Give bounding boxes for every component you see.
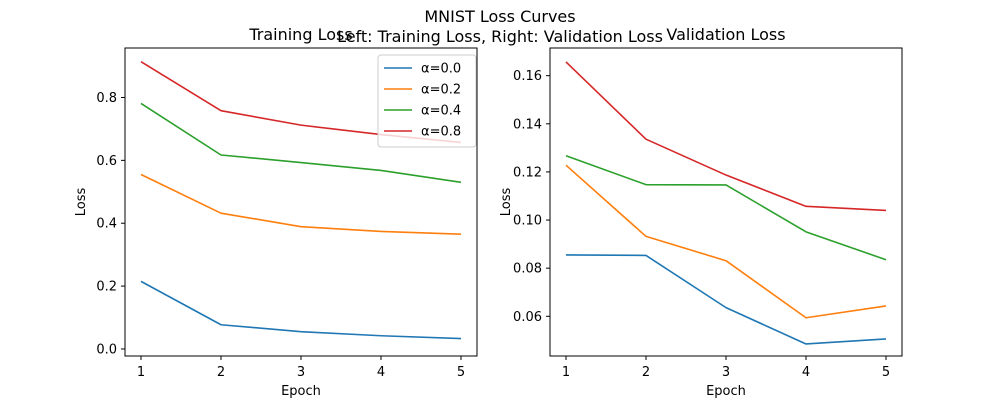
validation-x-tick-label: 2 [642, 365, 650, 380]
training-x-tick-label: 2 [217, 365, 225, 380]
training-loss-chart: 1 2 3 4 5 0.0 0.2 0.4 0.6 0.8 Epoch Loss Training Lo… [74, 25, 478, 399]
training-y-tick-label: 0.2 [96, 280, 117, 295]
validation-series-line-2 [565, 155, 887, 261]
validation-y-tick-label: 0.06 [513, 310, 542, 325]
validation-chart-title: Validation Loss [666, 25, 785, 44]
validation-series-line-0 [565, 254, 887, 345]
training-x-tick-label: 4 [377, 365, 385, 380]
training-x-tick-label: 1 [137, 365, 145, 380]
validation-plot-frame [549, 47, 903, 357]
validation-series-line-3 [565, 61, 887, 212]
training-legend: α=0.0 α=0.2 α=0.4 α=0.8 [377, 54, 477, 148]
validation-series-line-1 [565, 164, 887, 319]
validation-y-tick-label: 0.12 [513, 165, 542, 180]
validation-x-tick-label: 1 [562, 365, 570, 380]
training-chart-title: Training Loss [248, 25, 352, 44]
training-y-tick-label: 0.0 [96, 342, 117, 357]
validation-y-tick-label: 0.14 [513, 117, 542, 132]
training-y-tick-label: 0.8 [96, 91, 117, 106]
training-legend-label: α=0.8 [421, 125, 461, 140]
training-y-axis-label: Loss [74, 188, 89, 217]
validation-y-tick-label: 0.10 [513, 214, 542, 229]
training-legend-box [377, 54, 477, 148]
training-y-tick-label: 0.6 [96, 154, 117, 169]
training-x-tick-label: 5 [457, 365, 465, 380]
figure-suptitle-line2: Left: Training Loss, Right: Validation L… [337, 27, 663, 46]
validation-x-tick-label: 3 [722, 365, 730, 380]
validation-loss-chart: 1 2 3 4 5 0.06 0.08 0.10 0.12 0.14 0.16 Epoch Loss Va… [499, 25, 903, 399]
validation-y-axis-label: Loss [499, 188, 514, 217]
validation-y-tick-label: 0.16 [513, 69, 542, 84]
validation-x-axis-label: Epoch [706, 384, 746, 399]
training-series-line-2 [140, 102, 462, 184]
training-series-line-1 [140, 173, 462, 236]
training-y-tick-label: 0.4 [96, 217, 117, 232]
validation-y-tick-label: 0.08 [513, 262, 542, 277]
training-legend-label: α=0.2 [421, 83, 461, 98]
training-x-tick-label: 3 [297, 365, 305, 380]
validation-x-tick-label: 5 [882, 365, 890, 380]
validation-x-tick-label: 4 [802, 365, 810, 380]
training-series-line-0 [140, 280, 462, 340]
training-legend-label: α=0.4 [421, 104, 461, 119]
training-legend-label: α=0.0 [421, 62, 461, 77]
figure-suptitle-line1: MNIST Loss Curves [424, 7, 575, 26]
training-x-axis-label: Epoch [281, 384, 321, 399]
